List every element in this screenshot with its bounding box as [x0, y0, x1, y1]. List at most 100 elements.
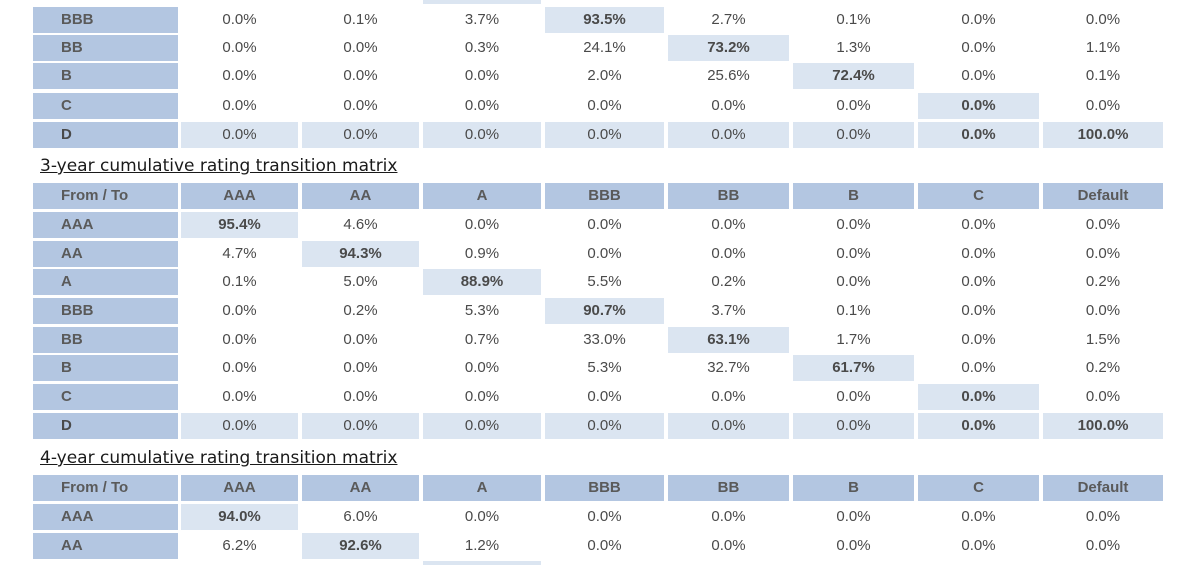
table-cell: 0.1%	[222, 273, 257, 290]
column-header: Default	[1043, 475, 1163, 501]
table-cell: 0.0%	[222, 302, 257, 319]
table-cell: 0.0%	[961, 331, 996, 348]
table-cell: 0.1%	[836, 11, 871, 28]
table-cell: 0.0%	[302, 122, 419, 148]
table-cell: 0.0%	[1085, 11, 1121, 28]
diagonal-cell: 92.6%	[302, 533, 419, 559]
table-cell: 1.5%	[1085, 331, 1121, 348]
table-cell: 0.0%	[222, 97, 257, 114]
table-cell: 0.0%	[836, 537, 871, 554]
table-row: A 0.1% 5.0% 88.9% 5.5% 0.2% 0.0% 0.0% 0.…	[0, 269, 1200, 295]
section-title: 3-year cumulative rating transition matr…	[40, 156, 398, 176]
table-cell: 0.0%	[343, 39, 378, 56]
table-header: From / To AAA AA A BBB BB B C Default	[0, 183, 1200, 209]
table-cell: 0.0%	[836, 97, 871, 114]
table-cell: 0.0%	[961, 216, 996, 233]
row-label: AAA	[33, 504, 178, 530]
table-cell: 0.0%	[1085, 302, 1121, 319]
table-cell: 3.7%	[711, 302, 746, 319]
table-cell: 0.0%	[464, 97, 500, 114]
table-row-default: D 0.0% 0.0% 0.0% 0.0% 0.0% 0.0% 0.0% 100…	[0, 413, 1200, 439]
table-cell: 0.0%	[181, 413, 298, 439]
table-cell: 0.0%	[587, 388, 622, 405]
table-cell: 25.6%	[707, 67, 750, 84]
row-label: A	[33, 269, 178, 295]
table-cell: 0.1%	[1085, 67, 1121, 84]
table-row: C 0.0% 0.0% 0.0% 0.0% 0.0% 0.0% 0.0% 0.0…	[0, 93, 1200, 119]
table-cell: 5.5%	[587, 273, 622, 290]
table-cell: 0.0%	[961, 11, 996, 28]
table-cell: 3.7%	[464, 11, 500, 28]
column-header: BBB	[545, 183, 664, 209]
table-row: BBB 0.0% 0.1% 3.7% 93.5% 2.7% 0.1% 0.0% …	[0, 7, 1200, 33]
table-cell: 0.0%	[961, 302, 996, 319]
table-cell: 0.0%	[222, 11, 257, 28]
diagonal-cell: 90.7%	[545, 298, 664, 324]
column-header: Default	[1043, 183, 1163, 209]
diagonal-cell: 95.4%	[181, 212, 298, 238]
table-cell: 2.0%	[587, 67, 622, 84]
table-row: AAA 94.0% 6.0% 0.0% 0.0% 0.0% 0.0% 0.0% …	[0, 504, 1200, 530]
table-cell: 6.2%	[222, 537, 257, 554]
table-cell: 0.9%	[464, 245, 500, 262]
column-header: A	[423, 183, 541, 209]
row-label: BB	[33, 35, 178, 61]
table-cell: 0.0%	[961, 359, 996, 376]
table-cell: 0.0%	[222, 359, 257, 376]
table-cell: 0.0%	[836, 245, 871, 262]
table-cell: 0.0%	[587, 216, 622, 233]
row-label: BBB	[33, 298, 178, 324]
table-cell: 0.0%	[222, 67, 257, 84]
row-label: AAA	[33, 212, 178, 238]
table-cell: 0.0%	[343, 388, 378, 405]
clipped-diagonal-cell-bottom	[423, 561, 541, 565]
diagonal-cell: 0.0%	[918, 122, 1039, 148]
table-cell: 0.0%	[711, 388, 746, 405]
table-cell: 1.2%	[464, 537, 500, 554]
table-cell: 0.2%	[1085, 273, 1121, 290]
table-cell: 0.2%	[1085, 359, 1121, 376]
table-cell: 0.0%	[222, 388, 257, 405]
diagonal-cell: 94.3%	[302, 241, 419, 267]
table-cell: 0.0%	[836, 388, 871, 405]
table-cell: 0.3%	[464, 39, 500, 56]
table-cell: 0.0%	[793, 122, 914, 148]
table-cell: 0.0%	[343, 67, 378, 84]
diagonal-cell: 72.4%	[793, 63, 914, 89]
row-label: AA	[33, 241, 178, 267]
diagonal-cell: 63.1%	[668, 327, 789, 353]
row-label: AA	[33, 533, 178, 559]
table-row: AA 4.7% 94.3% 0.9% 0.0% 0.0% 0.0% 0.0% 0…	[0, 241, 1200, 267]
table-cell: 0.0%	[587, 537, 622, 554]
table-cell: 0.0%	[181, 122, 298, 148]
table-cell: 5.3%	[587, 359, 622, 376]
table-cell: 0.2%	[343, 302, 378, 319]
table-row: BBB 0.0% 0.2% 5.3% 90.7% 3.7% 0.1% 0.0% …	[0, 298, 1200, 324]
table-cell: 0.0%	[711, 216, 746, 233]
clipped-diagonal-cell-top	[423, 0, 541, 4]
column-header: B	[793, 183, 914, 209]
table-cell: 0.0%	[587, 508, 622, 525]
table-cell: 0.0%	[836, 508, 871, 525]
table-cell: 0.0%	[668, 122, 789, 148]
diagonal-cell: 61.7%	[793, 355, 914, 381]
row-label: D	[33, 413, 178, 439]
table-cell: 0.0%	[961, 537, 996, 554]
table-cell: 1.1%	[1085, 39, 1121, 56]
table-cell: 0.0%	[464, 67, 500, 84]
table-cell: 0.0%	[836, 216, 871, 233]
column-header: From / To	[33, 475, 178, 501]
default-cell: 100.0%	[1043, 413, 1163, 439]
table-cell: 0.0%	[961, 508, 996, 525]
table-row: B 0.0% 0.0% 0.0% 2.0% 25.6% 72.4% 0.0% 0…	[0, 63, 1200, 89]
row-label: C	[33, 384, 178, 410]
row-label: D	[33, 122, 178, 148]
table-cell: 0.0%	[343, 97, 378, 114]
diagonal-cell: 93.5%	[545, 7, 664, 33]
table-cell: 32.7%	[707, 359, 750, 376]
table-cell: 33.0%	[583, 331, 626, 348]
diagonal-cell: 0.0%	[918, 413, 1039, 439]
table-cell: 0.2%	[711, 273, 746, 290]
table-cell: 2.7%	[711, 11, 746, 28]
column-header: BB	[668, 183, 789, 209]
